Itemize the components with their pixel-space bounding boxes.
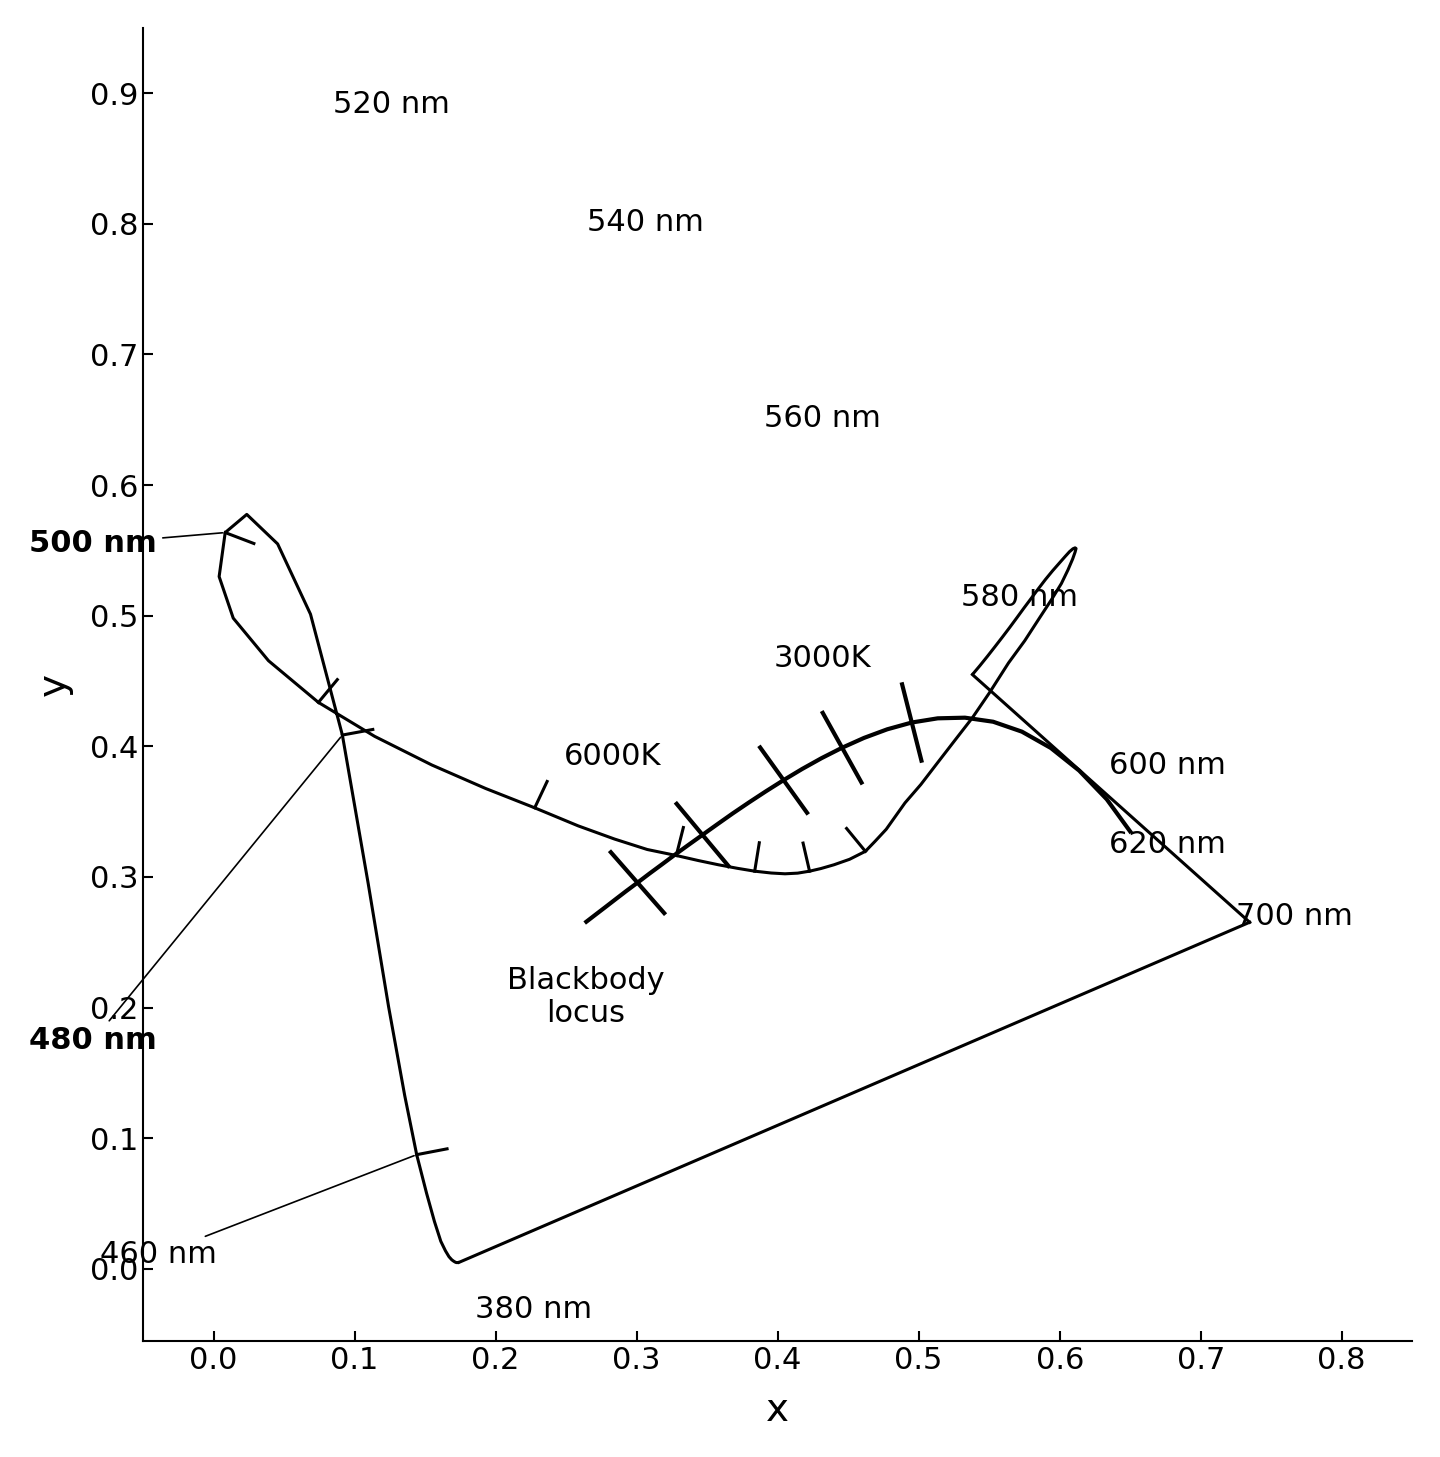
- X-axis label: x: x: [766, 1391, 789, 1429]
- Text: Blackbody
locus: Blackbody locus: [507, 966, 665, 1029]
- Text: 600 nm: 600 nm: [1109, 752, 1225, 781]
- Text: 700 nm: 700 nm: [1236, 902, 1352, 931]
- Text: 480 nm: 480 nm: [29, 737, 341, 1055]
- Y-axis label: y: y: [35, 673, 73, 696]
- Text: 520 nm: 520 nm: [334, 90, 451, 119]
- Text: 540 nm: 540 nm: [588, 208, 704, 237]
- Text: 500 nm: 500 nm: [29, 529, 222, 558]
- Text: 560 nm: 560 nm: [763, 404, 880, 433]
- Text: 6000K: 6000K: [564, 742, 661, 771]
- Text: 3000K: 3000K: [773, 644, 871, 673]
- Text: 580 nm: 580 nm: [960, 583, 1079, 612]
- Text: 460 nm: 460 nm: [99, 1155, 415, 1269]
- Text: 620 nm: 620 nm: [1109, 830, 1225, 858]
- Text: 380 nm: 380 nm: [475, 1295, 592, 1324]
